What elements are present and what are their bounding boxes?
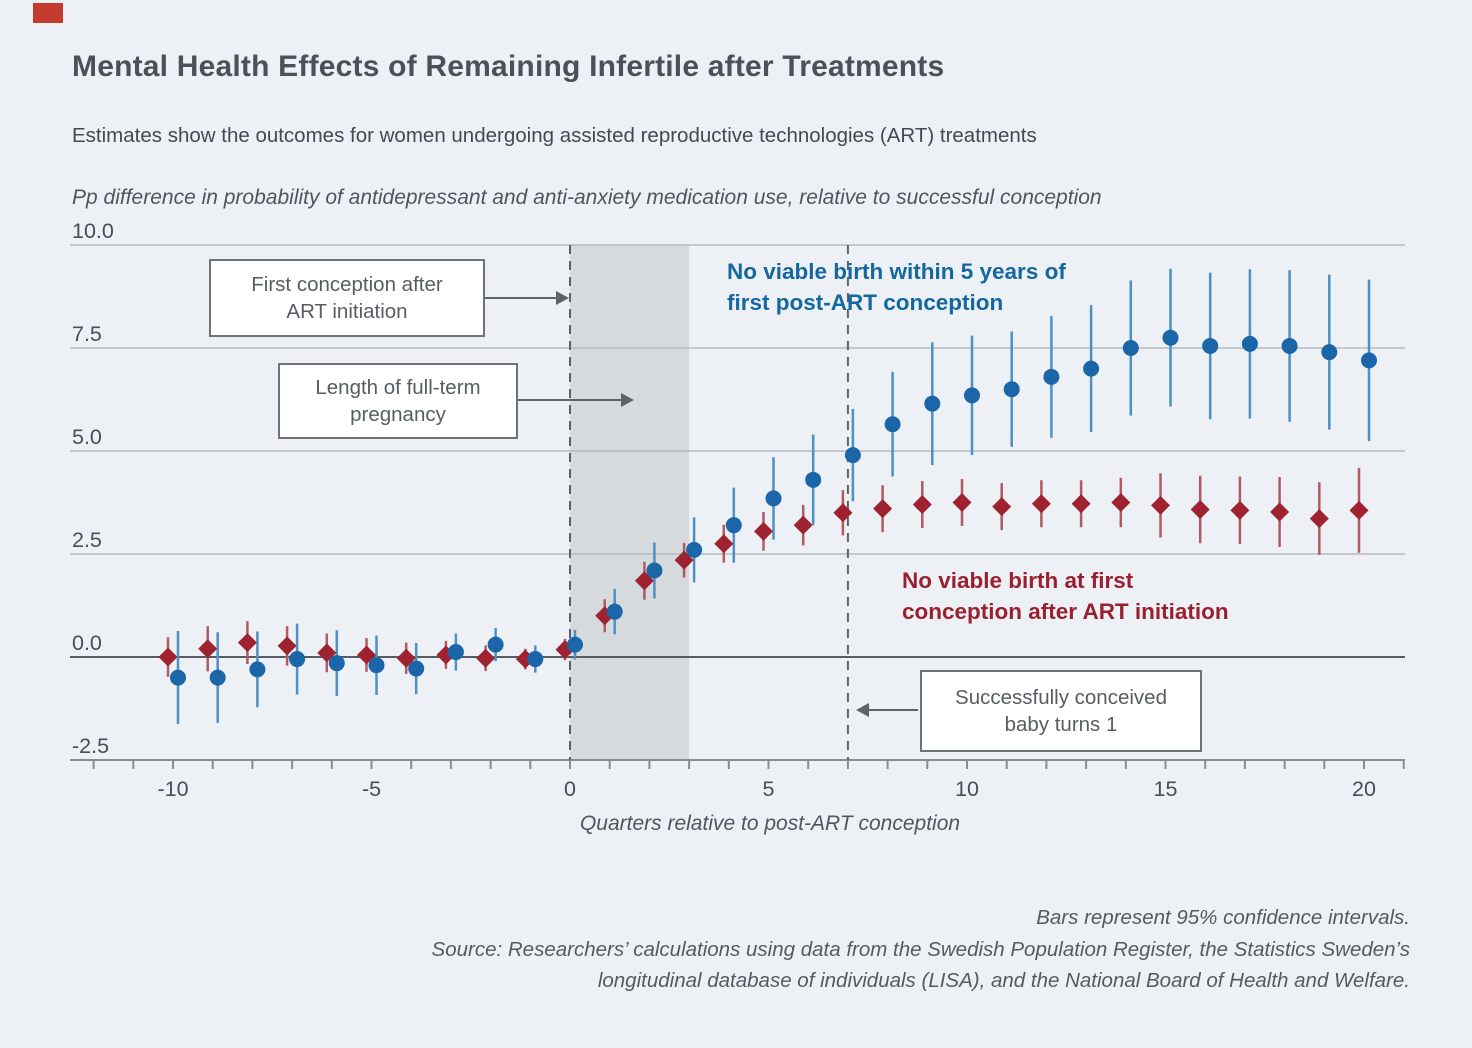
x-tick-label: 15 (1154, 777, 1178, 801)
y-tick-label: 7.5 (72, 322, 102, 346)
diamond-marker (237, 633, 257, 653)
diamond-marker (476, 648, 496, 668)
callout-line: ART initiation (286, 300, 408, 323)
pregnancy-shaded-band (570, 245, 690, 760)
y-tick-label: 10.0 (72, 219, 114, 243)
x-tick-label: -5 (362, 777, 381, 801)
diamond-marker (1190, 500, 1210, 520)
y-tick-label: 0.0 (72, 631, 102, 655)
callout-arrowhead (621, 393, 634, 407)
callout-pregnancy-length: Length of full-term pregnancy (278, 363, 518, 439)
diamond-marker (873, 499, 893, 519)
circle-marker (686, 541, 703, 558)
circle-marker (1321, 344, 1338, 361)
callout-baby-turns-1: Successfully conceived baby turns 1 (920, 670, 1202, 752)
circle-marker (606, 603, 623, 620)
circle-marker (725, 517, 742, 534)
callout-line: Length of full-term (315, 376, 481, 399)
circle-marker (924, 395, 941, 412)
circle-marker (408, 660, 425, 677)
callout-line: pregnancy (350, 403, 446, 426)
circle-marker (1241, 335, 1258, 352)
circle-marker (1083, 360, 1100, 377)
circle-marker (1202, 337, 1219, 354)
circle-marker (328, 655, 345, 672)
callout-line: Successfully conceived (955, 686, 1167, 709)
circle-marker (1361, 352, 1377, 369)
circle-marker (1043, 368, 1060, 385)
circle-marker (1003, 381, 1020, 398)
y-tick-label: 5.0 (72, 425, 102, 449)
y-tick-label: -2.5 (72, 734, 109, 758)
series-label-no-viable-birth-first: No viable birth at first conception afte… (902, 565, 1229, 627)
diamond-marker (1151, 495, 1170, 515)
series-label-line: first post-ART conception (727, 290, 1004, 315)
circle-marker (567, 636, 583, 653)
circle-marker (249, 661, 266, 678)
circle-marker (1281, 337, 1298, 354)
diamond-marker (277, 636, 297, 656)
callout-line: baby turns 1 (1004, 713, 1118, 736)
circle-marker (964, 387, 980, 404)
diamond-marker (1270, 502, 1290, 522)
diamond-marker (1071, 494, 1091, 514)
circle-marker (170, 669, 186, 686)
circle-marker (447, 644, 464, 661)
diamond-marker (1230, 500, 1250, 520)
circle-marker (1162, 329, 1179, 346)
series-label-line: No viable birth at first (902, 568, 1134, 593)
circle-marker (487, 636, 504, 653)
diamond-marker (1309, 509, 1329, 529)
x-tick-label: -10 (157, 777, 188, 801)
figure-subtitle: Estimates show the outcomes for women un… (72, 124, 1037, 147)
figure-title: Mental Health Effects of Remaining Infer… (72, 50, 945, 83)
circle-marker (209, 669, 226, 686)
callout-arrowhead (856, 703, 869, 717)
x-tick-label: 0 (564, 777, 576, 801)
source-line-2: longitudinal database of individuals (LI… (597, 969, 1410, 992)
x-tick-label: 20 (1352, 777, 1376, 801)
callout-first-conception: First conception after ART initiation (209, 259, 485, 337)
circle-marker (1122, 340, 1139, 356)
note-ci: Bars represent 95% confidence intervals. (1036, 906, 1410, 929)
diamond-marker (952, 493, 972, 512)
x-tick-label: 5 (763, 777, 775, 801)
circle-marker (805, 471, 822, 488)
diamond-marker (1111, 493, 1131, 512)
source-line-1: Source: Researchers’ calculations using … (431, 937, 1410, 961)
callout-arrowhead (556, 291, 569, 305)
y-tick-label: 2.5 (72, 528, 102, 552)
series-label-no-viable-birth-5-years: No viable birth within 5 years of first … (727, 256, 1066, 318)
x-axis-title: Quarters relative to post-ART conception (579, 812, 961, 835)
diamond-marker (754, 521, 773, 541)
diamond-marker (1031, 494, 1051, 514)
circle-marker (646, 562, 663, 579)
circle-marker (844, 447, 861, 464)
callout-line: First conception after (251, 273, 443, 296)
x-tick-label: 10 (955, 777, 979, 801)
diamond-marker (198, 639, 218, 659)
diamond-marker (714, 534, 734, 554)
circle-marker (884, 416, 901, 433)
series-label-line: No viable birth within 5 years of (727, 259, 1066, 284)
digest-red-mark (33, 3, 63, 23)
diamond-marker (992, 497, 1012, 517)
diamond-marker (793, 515, 813, 535)
diamond-marker (1349, 500, 1369, 520)
circle-marker (368, 657, 385, 674)
circle-marker (765, 490, 782, 507)
diamond-marker (833, 503, 853, 523)
diamond-marker (912, 495, 932, 515)
circle-marker (527, 651, 544, 668)
circle-marker (289, 651, 306, 668)
series-label-line: conception after ART initiation (902, 599, 1229, 624)
y-axis-caption: Pp difference in probability of antidepr… (72, 186, 1102, 209)
source-note: Bars represent 95% confidence intervals.… (260, 902, 1410, 997)
diamond-marker (158, 647, 178, 667)
